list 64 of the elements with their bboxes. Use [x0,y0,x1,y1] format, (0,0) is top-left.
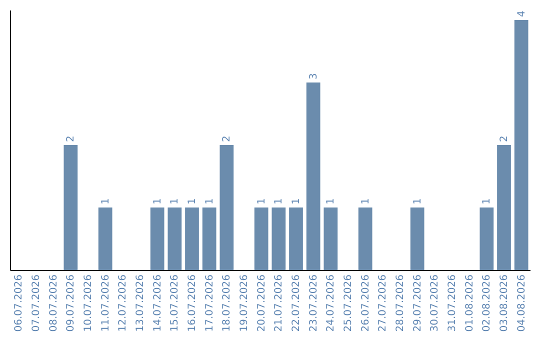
x-tick-label: 24.07.2026 [326,274,337,332]
x-tick-label: 16.07.2026 [187,274,198,332]
x-tick-label: 20.07.2026 [256,274,268,332]
data-label: 1 [360,198,372,204]
x-tick-label: 14.07.2026 [152,274,164,332]
x-tick-label: 15.07.2026 [170,274,181,332]
x-tick-label: 06.07.2026 [14,274,25,332]
data-label: 4 [516,10,528,17]
x-tick-label: 07.07.2026 [31,274,42,332]
data-label: 1 [412,198,424,204]
x-tick-label: 17.07.2026 [204,274,216,332]
bar [98,208,112,270]
data-label: 1 [152,198,164,204]
bar [358,208,372,270]
bar [254,208,268,270]
data-label: 1 [291,198,302,204]
data-label: 1 [326,198,337,204]
data-label: 2 [66,136,77,142]
bar [410,208,424,270]
bar [272,208,286,270]
x-tick-label: 04.08.2026 [516,274,528,332]
bar [289,208,303,270]
x-tick-label: 10.07.2026 [83,274,94,332]
x-tick-label: 26.07.2026 [360,274,372,332]
bar [150,208,164,270]
x-tick-label: 23.07.2026 [308,274,320,332]
bar [168,208,182,270]
x-tick-label: 21.07.2026 [274,274,285,332]
data-label: 1 [274,198,285,204]
bar [514,20,528,270]
bar [220,145,234,270]
data-label: 1 [256,198,268,204]
bar [185,208,199,270]
data-label: 1 [100,198,112,204]
data-label: 1 [204,198,216,204]
x-tick-label: 19.07.2026 [239,274,250,332]
data-label: 2 [499,136,510,142]
data-label: 2 [222,136,233,142]
data-label: 1 [187,198,198,204]
bar [324,208,338,270]
x-tick-label: 25.07.2026 [343,274,354,332]
x-tick-label: 13.07.2026 [135,274,146,332]
x-tick-label: 12.07.2026 [118,274,129,332]
data-label: 1 [170,198,181,204]
data-label: 3 [308,73,320,80]
bar [480,208,494,270]
x-tick-label: 22.07.2026 [291,274,302,332]
x-tick-label: 02.08.2026 [482,274,493,332]
bar [202,208,216,270]
x-tick-label: 08.07.2026 [48,274,60,332]
bar [64,145,78,270]
x-tick-label: 01.08.2026 [464,274,476,332]
x-tick-label: 29.07.2026 [412,274,424,332]
x-tick-label: 30.07.2026 [430,274,441,332]
x-tick-label: 09.07.2026 [66,274,77,332]
bar [306,82,320,270]
x-tick-label: 03.08.2026 [499,274,510,332]
x-tick-label: 18.07.2026 [222,274,233,332]
bar [497,145,511,270]
x-tick-label: 11.07.2026 [100,274,112,332]
x-tick-label: 31.07.2026 [447,274,458,332]
x-tick-label: 28.07.2026 [395,274,406,332]
data-label: 1 [482,198,493,204]
x-tick-label: 27.07.2026 [378,274,389,332]
